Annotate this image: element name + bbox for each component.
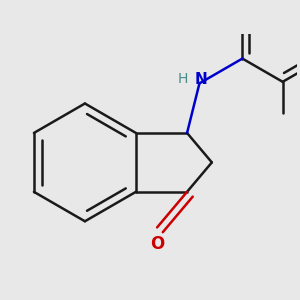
Text: O: O (150, 235, 164, 253)
Text: H: H (177, 73, 188, 86)
Text: N: N (195, 72, 207, 87)
